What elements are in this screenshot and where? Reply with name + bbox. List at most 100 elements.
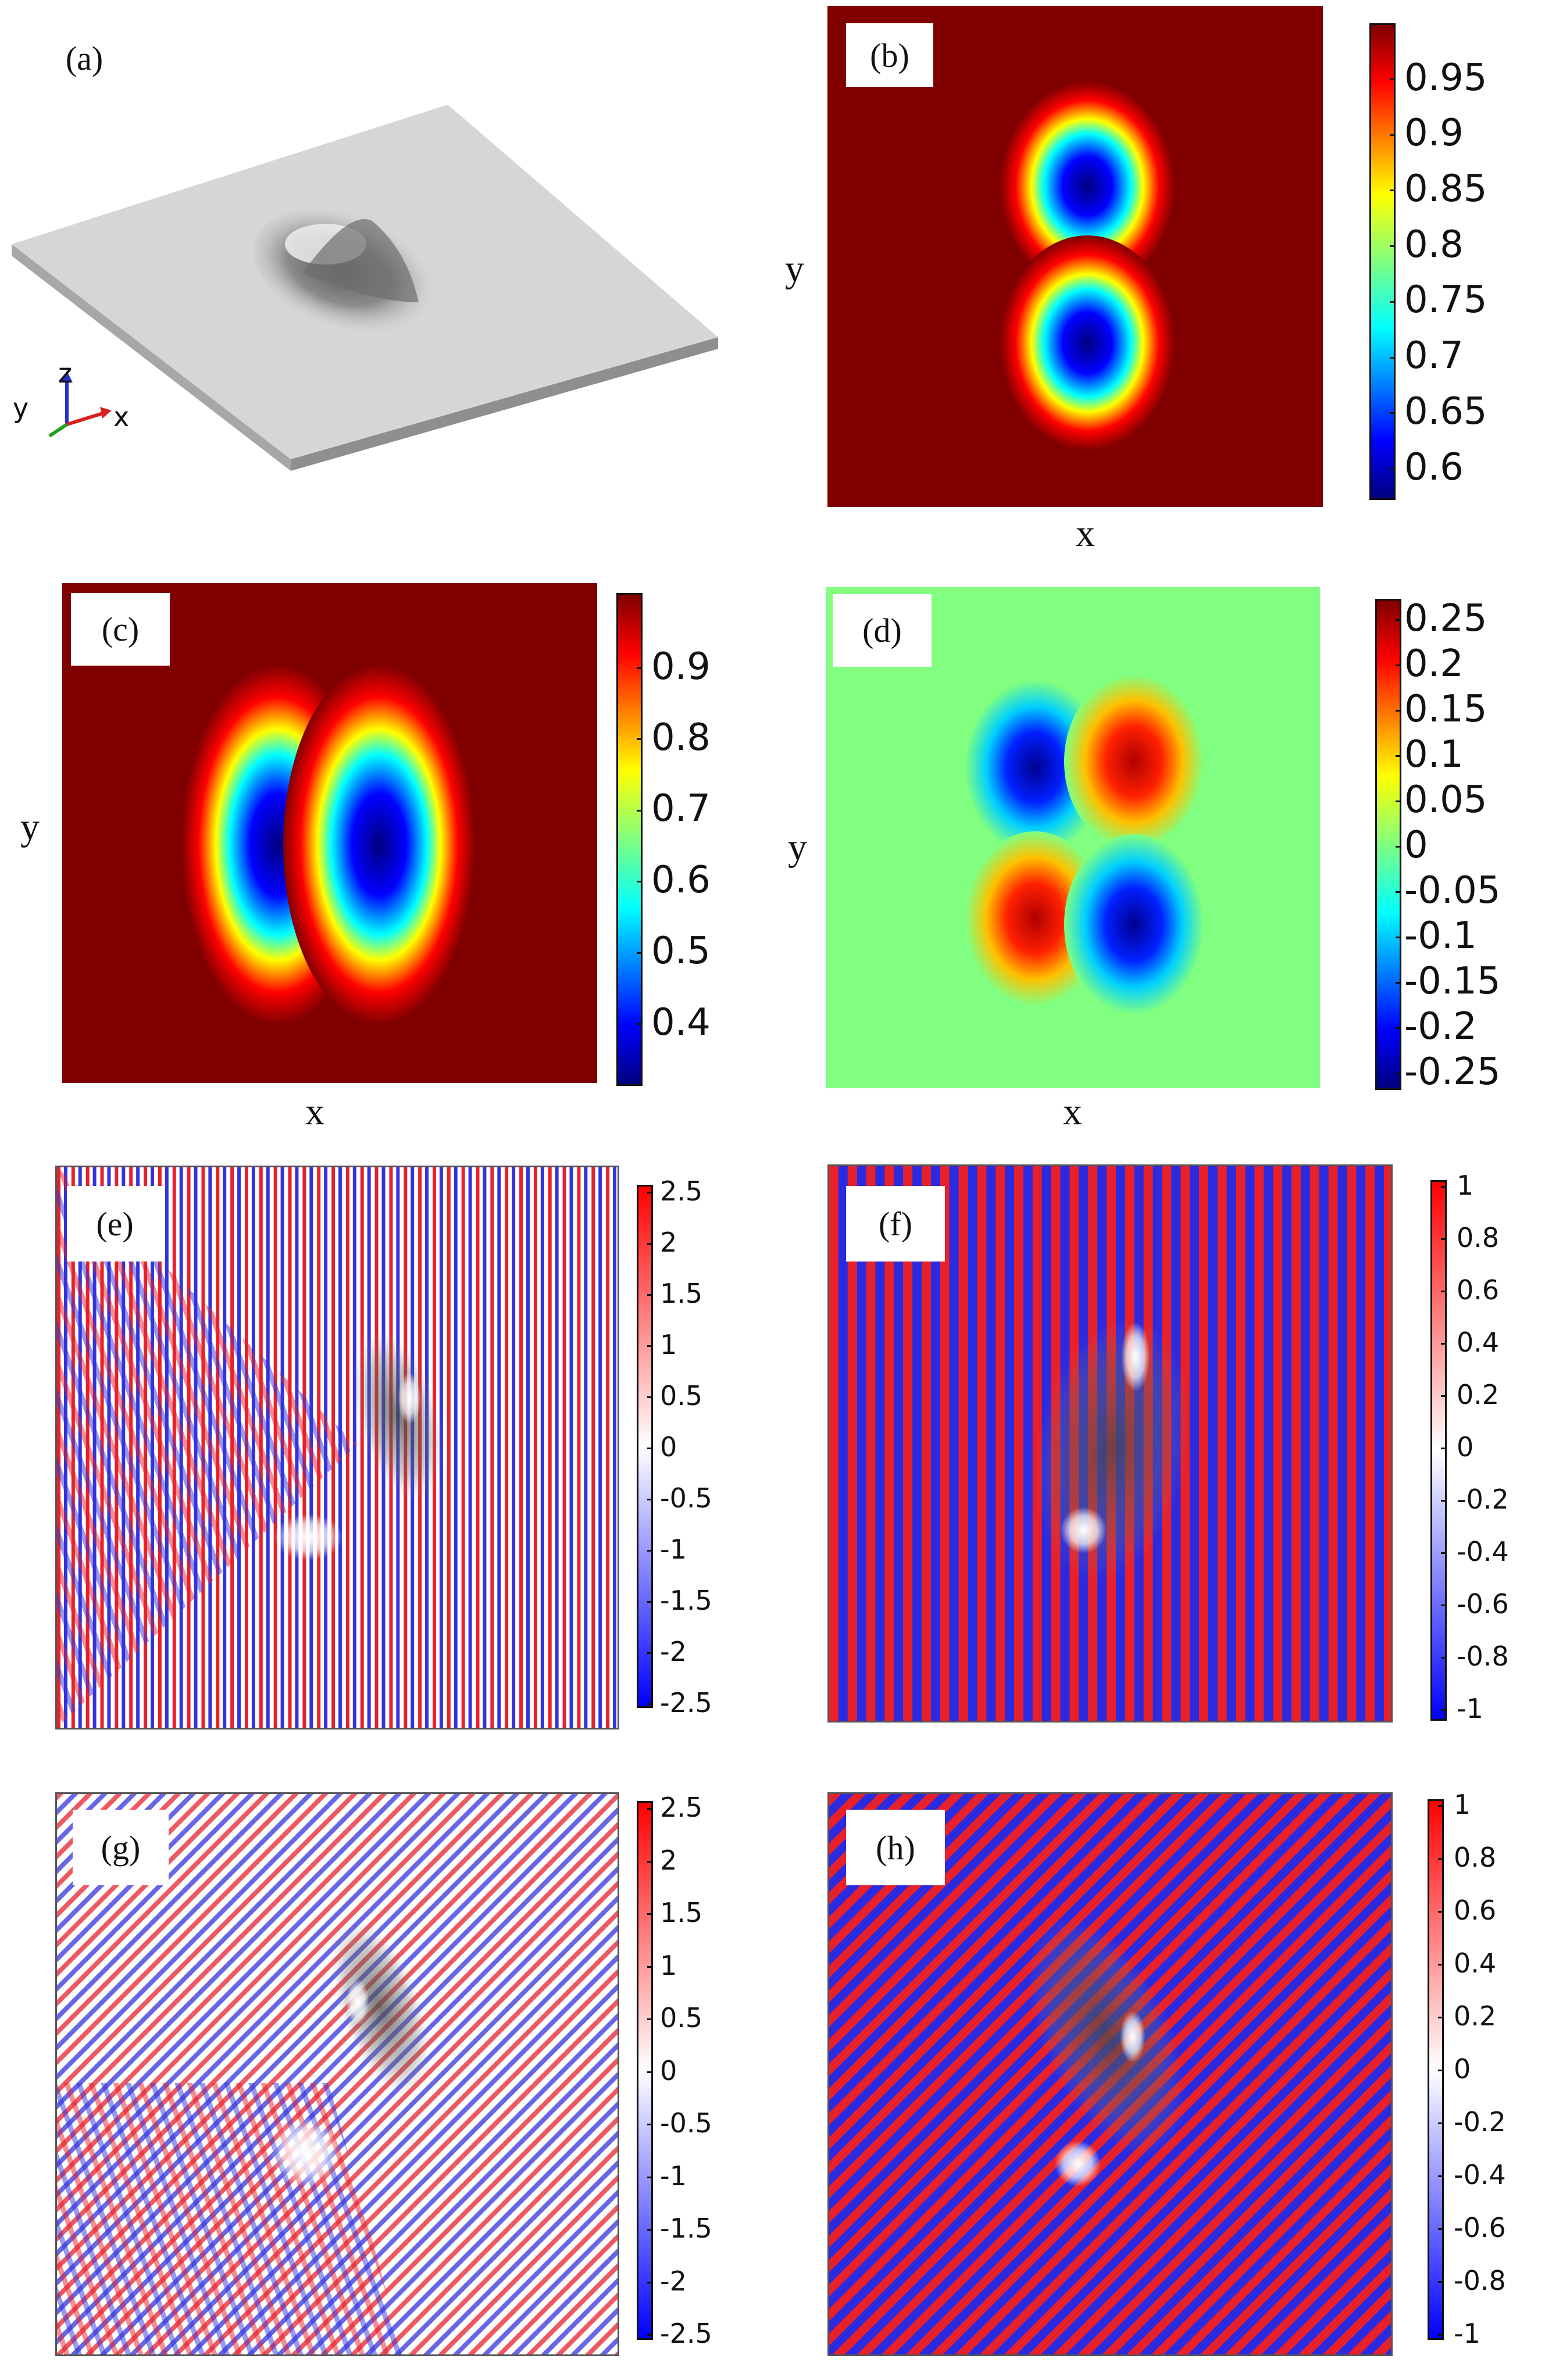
colorbar-tick-mark	[1390, 190, 1396, 191]
colorbar-tick-mark	[1441, 1500, 1447, 1502]
colorbar-tick-mark	[1396, 710, 1401, 712]
colorbar-tick-mark	[1438, 2175, 1444, 2177]
colorbar-tick-label: 1	[660, 1950, 677, 1981]
colorbar-tick-mark	[1441, 1604, 1447, 1606]
colorbar-tick-mark	[647, 2124, 653, 2125]
colorbar-tick-mark	[1396, 982, 1401, 984]
colorbar-tick-label: -0.6	[1454, 2212, 1506, 2243]
colorbar-tick-mark	[647, 1396, 653, 1398]
colorbar-gradient	[637, 1801, 653, 2340]
colorbar-gradient	[1430, 1180, 1447, 1721]
panel-e-label: (e)	[67, 1186, 163, 1262]
panel-g-field	[55, 1792, 619, 2356]
colorbar-tick-label: -1.5	[660, 2213, 712, 2244]
colorbar-tick-label: 0.2	[1404, 642, 1464, 685]
colorbar-tick-mark	[1441, 1709, 1447, 1711]
colorbar-tick-mark	[647, 1652, 653, 1654]
colorbar-tick-label: 0.85	[1404, 167, 1487, 210]
colorbar-tick-label: 0.6	[651, 859, 711, 902]
colorbar-gradient	[1375, 599, 1401, 1090]
colorbar-gradient	[616, 593, 643, 1086]
colorbar-tick-label: -2	[660, 1636, 687, 1667]
colorbar-tick-label: -0.5	[660, 1482, 712, 1514]
colorbar-tick-label: -0.4	[1457, 1536, 1509, 1567]
colorbar-tick-label: 0.2	[1457, 1379, 1500, 1410]
colorbar-tick-mark	[1396, 619, 1401, 621]
colorbar-tick-mark	[1438, 1964, 1444, 1966]
colorbar-tick-mark	[637, 1023, 643, 1025]
colorbar-tick-label: -0.25	[1404, 1050, 1501, 1093]
colorbar-tick-label: 0.6	[1454, 1895, 1497, 1926]
colorbar-tick-label: -2	[660, 2265, 687, 2297]
colorbar-tick-label: -1	[660, 2160, 687, 2192]
colorbar-tick-mark	[1390, 245, 1396, 247]
colorbar-tick-label: 0.15	[1404, 688, 1487, 731]
colorbar-tick-label: 0	[1454, 2053, 1471, 2085]
axes-triad-icon	[12, 355, 140, 453]
colorbar-tick-label: -0.4	[1454, 2159, 1506, 2190]
colorbar-tick-mark	[1438, 2070, 1444, 2071]
colorbar-tick-mark	[1390, 301, 1396, 303]
triad-y-label: y	[13, 392, 29, 424]
colorbar-gradient	[637, 1185, 653, 1708]
colorbar-tick-mark	[647, 1192, 653, 1193]
colorbar-gradient	[1369, 23, 1396, 500]
colorbar-tick-mark	[637, 810, 643, 812]
panel-c-label: (c)	[71, 593, 170, 666]
colorbar-tick-mark	[1396, 846, 1401, 848]
colorbar-tick-mark	[1390, 357, 1396, 359]
colorbar-tick-label: 1	[1457, 1170, 1474, 1201]
colorbar-tick-mark	[647, 2282, 653, 2283]
panel-d-label: (d)	[833, 594, 932, 667]
colorbar-tick-label: 1.5	[660, 1897, 703, 1928]
colorbar-tick-mark	[1390, 412, 1396, 414]
panel-c-map	[62, 583, 597, 1083]
colorbar-tick-label: -2.5	[660, 2318, 712, 2349]
colorbar-tick-mark	[1438, 2017, 1444, 2018]
colorbar-tick-mark	[647, 1703, 653, 1705]
panel-g-label: (g)	[73, 1810, 169, 1885]
colorbar-tick-label: -0.8	[1454, 2265, 1506, 2296]
colorbar-tick-mark	[647, 1550, 653, 1552]
colorbar-tick-label: 1.5	[660, 1278, 703, 1309]
colorbar-tick-mark	[1441, 1552, 1447, 1554]
triad-z-label: z	[58, 358, 73, 389]
colorbar-tick-label: 2.5	[660, 1175, 703, 1207]
colorbar-tick-mark	[1438, 1858, 1444, 1860]
colorbar-tick-label: 0.5	[651, 930, 711, 973]
colorbar-tick-label: 2	[660, 1227, 677, 1258]
colorbar-tick-mark	[647, 1808, 653, 1810]
colorbar-tick-mark	[1396, 1073, 1401, 1074]
colorbar-tick-label: 0	[660, 1431, 677, 1463]
colorbar-tick-mark	[637, 881, 643, 882]
colorbar-tick-label: 1	[660, 1329, 677, 1360]
colorbar-tick-mark	[1396, 755, 1401, 757]
colorbar-tick-label: 2.5	[660, 1792, 703, 1823]
panel-b-label: (b)	[846, 23, 933, 87]
colorbar-tick-mark	[647, 1499, 653, 1500]
colorbar-tick-mark	[1441, 1395, 1447, 1397]
colorbar-tick-label: -1	[660, 1534, 687, 1565]
colorbar-tick-mark	[1441, 1343, 1447, 1345]
colorbar-tick-label: -2.5	[660, 1687, 712, 1718]
colorbar-tick-label: -1	[1454, 2318, 1480, 2349]
colorbar-tick-label: 1	[1454, 1789, 1471, 1820]
colorbar-tick-mark	[1396, 801, 1401, 802]
colorbar-tick-label: 0.4	[1454, 1947, 1497, 1979]
colorbar-tick-mark	[637, 952, 643, 954]
colorbar-tick-label: -0.8	[1457, 1641, 1509, 1672]
colorbar-tick-label: -0.5	[660, 2107, 712, 2139]
colorbar-tick-label: -0.15	[1404, 960, 1501, 1003]
colorbar-tick-label: 0.9	[651, 645, 711, 688]
colorbar-tick-label: 0.7	[651, 787, 711, 830]
panel-c-ylabel: y	[20, 806, 40, 848]
colorbar-tick-mark	[647, 1448, 653, 1449]
colorbar-tick-mark	[1438, 2228, 1444, 2230]
colorbar-tick-mark	[1396, 891, 1401, 893]
colorbar-tick-mark	[647, 2018, 653, 2020]
panel-b-map	[827, 6, 1323, 507]
colorbar-tick-label: 0	[1457, 1431, 1474, 1463]
colorbar-tick-label: 2	[660, 1845, 677, 1876]
colorbar-tick-label: 0.7	[1404, 334, 1464, 377]
colorbar-tick-mark	[1441, 1448, 1447, 1449]
